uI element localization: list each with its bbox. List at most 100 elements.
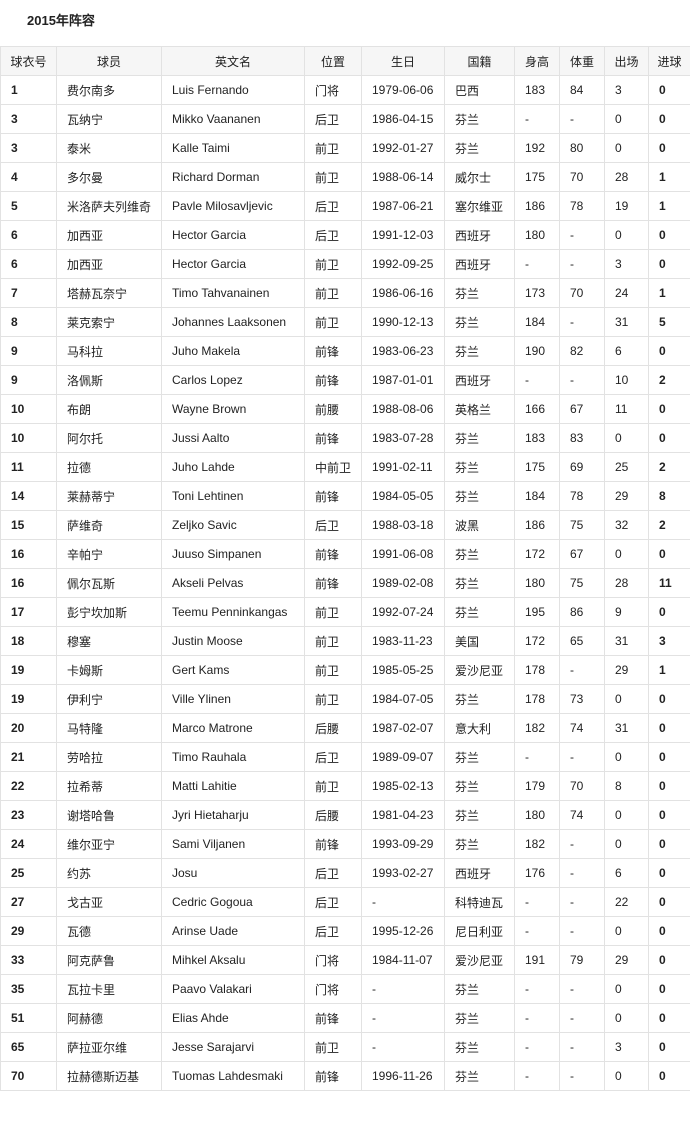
table-cell: 马科拉 <box>56 336 162 366</box>
table-row: 4 多尔曼 Richard Dorman 前卫 1988-06-14 威尔士 175 70 28… <box>0 162 690 192</box>
table-cell: 175 <box>514 162 560 192</box>
table-cell: 芬兰 <box>444 771 515 801</box>
table-cell: 28 <box>604 162 649 192</box>
table-cell: 芬兰 <box>444 133 515 163</box>
table-cell: 维尔亚宁 <box>56 829 162 859</box>
table-cell: 2 <box>648 365 690 395</box>
table-cell: - <box>559 220 605 250</box>
header-cell: 身高 <box>514 46 560 76</box>
table-cell: 前锋 <box>304 1061 362 1091</box>
table-cell: 爱沙尼亚 <box>444 655 515 685</box>
table-cell: 芬兰 <box>444 423 515 453</box>
table-cell: Zeljko Savic <box>161 510 305 540</box>
table-cell: 6 <box>0 220 57 250</box>
header-cell: 进球 <box>648 46 690 76</box>
table-cell: 8 <box>604 771 649 801</box>
table-cell: 74 <box>559 713 605 743</box>
table-cell: Mihkel Aksalu <box>161 945 305 975</box>
table-row: 7 塔赫瓦奈宁 Timo Tahvanainen 前卫 1986-06-16 芬兰 173 7… <box>0 278 690 308</box>
table-cell: 75 <box>559 510 605 540</box>
table-cell: - <box>361 1032 445 1062</box>
table-cell: 184 <box>514 307 560 337</box>
table-cell: 182 <box>514 829 560 859</box>
table-cell: 芬兰 <box>444 568 515 598</box>
table-cell: 萨拉亚尔维 <box>56 1032 162 1062</box>
table-cell: 22 <box>604 887 649 917</box>
table-cell: 172 <box>514 626 560 656</box>
table-cell: 74 <box>559 800 605 830</box>
table-cell: 1985-02-13 <box>361 771 445 801</box>
table-cell: 1992-01-27 <box>361 133 445 163</box>
table-cell: 29 <box>0 916 57 946</box>
table-cell: 拉希蒂 <box>56 771 162 801</box>
table-cell: - <box>514 1061 560 1091</box>
table-cell: Johannes Laaksonen <box>161 307 305 337</box>
table-cell: Ville Ylinen <box>161 684 305 714</box>
table-cell: 70 <box>559 278 605 308</box>
header-cell: 球衣号 <box>0 46 57 76</box>
table-cell: Hector Garcia <box>161 249 305 279</box>
table-cell: 29 <box>604 945 649 975</box>
table-cell: 23 <box>0 800 57 830</box>
table-cell: Timo Rauhala <box>161 742 305 772</box>
table-cell: 后卫 <box>304 742 362 772</box>
table-cell: 0 <box>604 220 649 250</box>
table-cell: 22 <box>0 771 57 801</box>
table-cell: 9 <box>0 336 57 366</box>
table-row: 14 莱赫蒂宁 Toni Lehtinen 前锋 1984-05-05 芬兰 184 78 29… <box>0 481 690 511</box>
table-cell: 1 <box>648 655 690 685</box>
table-cell: 1991-02-11 <box>361 452 445 482</box>
table-cell: 176 <box>514 858 560 888</box>
header-cell: 位置 <box>304 46 362 76</box>
table-cell: 门将 <box>304 974 362 1004</box>
table-cell: Juuso Simpanen <box>161 539 305 569</box>
table-cell: 前卫 <box>304 1032 362 1062</box>
table-cell: - <box>514 104 560 134</box>
table-cell: 0 <box>648 713 690 743</box>
table-cell: 1991-06-08 <box>361 539 445 569</box>
table-cell: 0 <box>648 133 690 163</box>
table-cell: Wayne Brown <box>161 394 305 424</box>
table-cell: 劳哈拉 <box>56 742 162 772</box>
table-cell: 24 <box>604 278 649 308</box>
table-cell: 波黑 <box>444 510 515 540</box>
table-cell: 86 <box>559 597 605 627</box>
table-cell: 威尔士 <box>444 162 515 192</box>
table-cell: 8 <box>648 481 690 511</box>
table-cell: 尼日利亚 <box>444 916 515 946</box>
table-cell: 后卫 <box>304 916 362 946</box>
table-cell: 后卫 <box>304 191 362 221</box>
table-cell: - <box>514 249 560 279</box>
table-cell: Mikko Vaananen <box>161 104 305 134</box>
table-row: 10 阿尔托 Jussi Aalto 前锋 1983-07-28 芬兰 183 83 0 0 <box>0 423 690 453</box>
table-cell: 3 <box>604 75 649 105</box>
table-cell: 31 <box>604 626 649 656</box>
table-cell: 195 <box>514 597 560 627</box>
table-cell: 1983-07-28 <box>361 423 445 453</box>
table-cell: 9 <box>604 597 649 627</box>
table-cell: 28 <box>604 568 649 598</box>
table-cell: Richard Dorman <box>161 162 305 192</box>
table-cell: 1986-04-15 <box>361 104 445 134</box>
table-cell: 加西亚 <box>56 249 162 279</box>
table-cell: 21 <box>0 742 57 772</box>
table-cell: 0 <box>604 829 649 859</box>
table-cell: 美国 <box>444 626 515 656</box>
table-cell: 后卫 <box>304 887 362 917</box>
table-cell: 芬兰 <box>444 104 515 134</box>
table-row: 33 阿克萨鲁 Mihkel Aksalu 门将 1984-11-07 爱沙尼亚 191 79… <box>0 945 690 975</box>
table-cell: 5 <box>0 191 57 221</box>
table-cell: 2 <box>648 452 690 482</box>
table-cell: - <box>514 916 560 946</box>
header-row: 球衣号 球员 英文名 位置 生日 国籍 身高 体重 出场 进球 <box>0 46 690 76</box>
table-cell: 183 <box>514 423 560 453</box>
table-cell: 前卫 <box>304 307 362 337</box>
table-cell: - <box>559 1032 605 1062</box>
table-cell: 后卫 <box>304 858 362 888</box>
table-cell: Josu <box>161 858 305 888</box>
table-cell: 0 <box>604 974 649 1004</box>
table-row: 3 泰米 Kalle Taimi 前卫 1992-01-27 芬兰 192 80 0 0 <box>0 133 690 163</box>
table-cell: - <box>361 974 445 1004</box>
table-cell: 31 <box>604 713 649 743</box>
table-cell: 78 <box>559 481 605 511</box>
